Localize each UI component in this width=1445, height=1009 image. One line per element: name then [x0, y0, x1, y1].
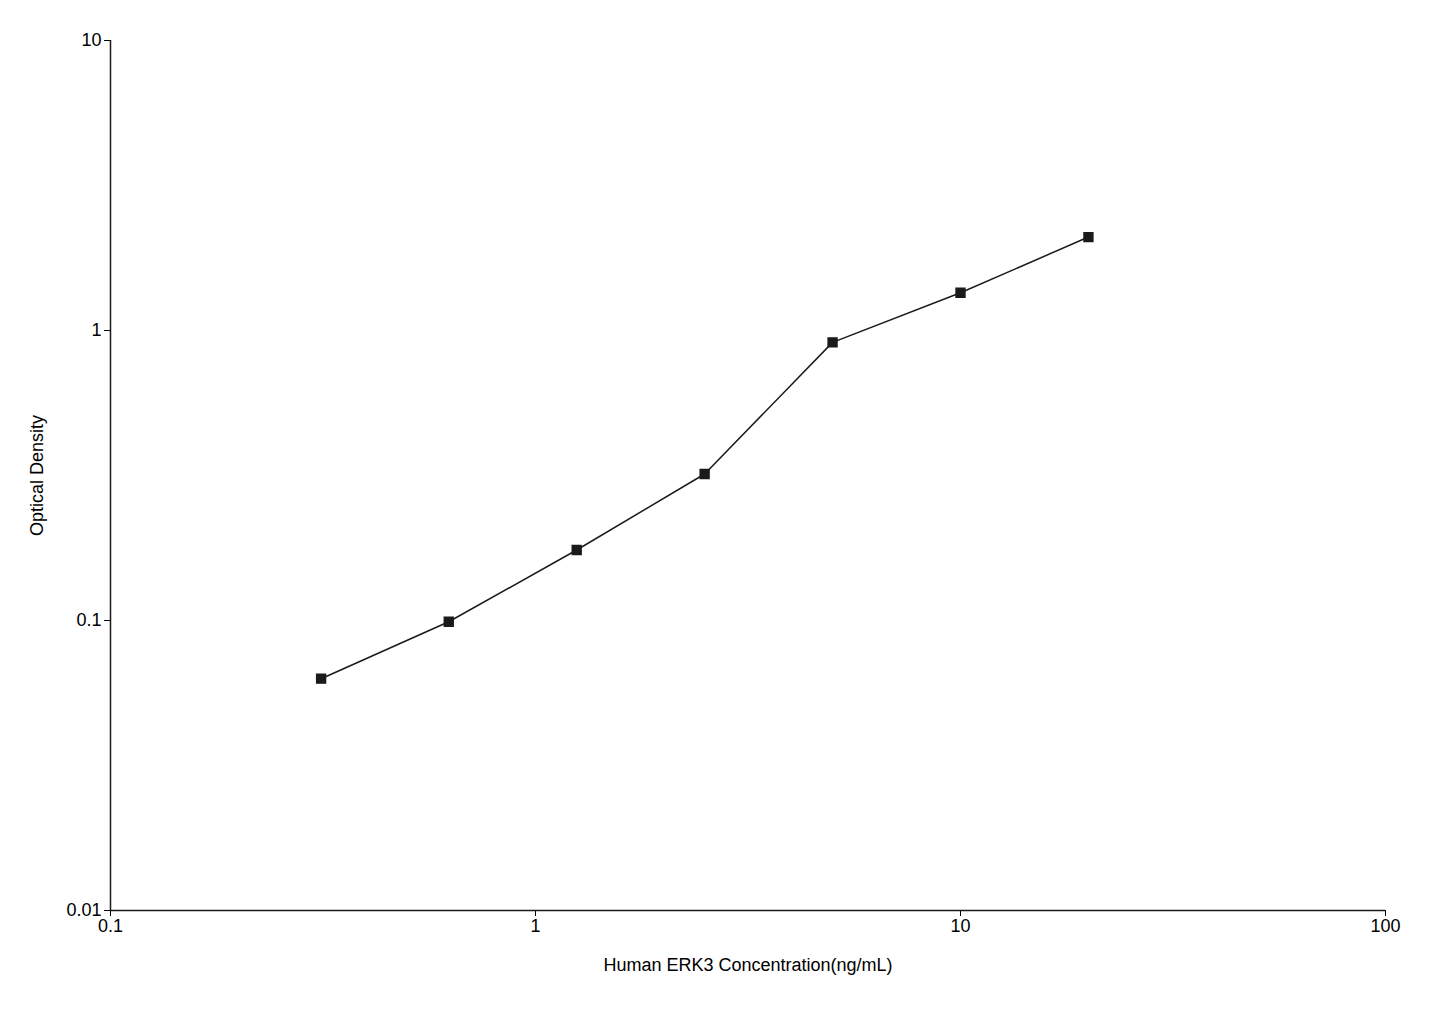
svg-text:10: 10 — [950, 916, 970, 936]
svg-text:1: 1 — [530, 916, 540, 936]
svg-text:1: 1 — [91, 320, 101, 340]
svg-text:100: 100 — [1370, 916, 1400, 936]
svg-text:0.01: 0.01 — [66, 900, 101, 920]
svg-text:0.1: 0.1 — [98, 916, 123, 936]
svg-text:0.1: 0.1 — [76, 610, 101, 630]
svg-text:Optical Density: Optical Density — [27, 415, 47, 536]
svg-text:10: 10 — [81, 30, 101, 50]
svg-text:Human ERK3 Concentration(ng/mL: Human ERK3 Concentration(ng/mL) — [603, 955, 892, 975]
